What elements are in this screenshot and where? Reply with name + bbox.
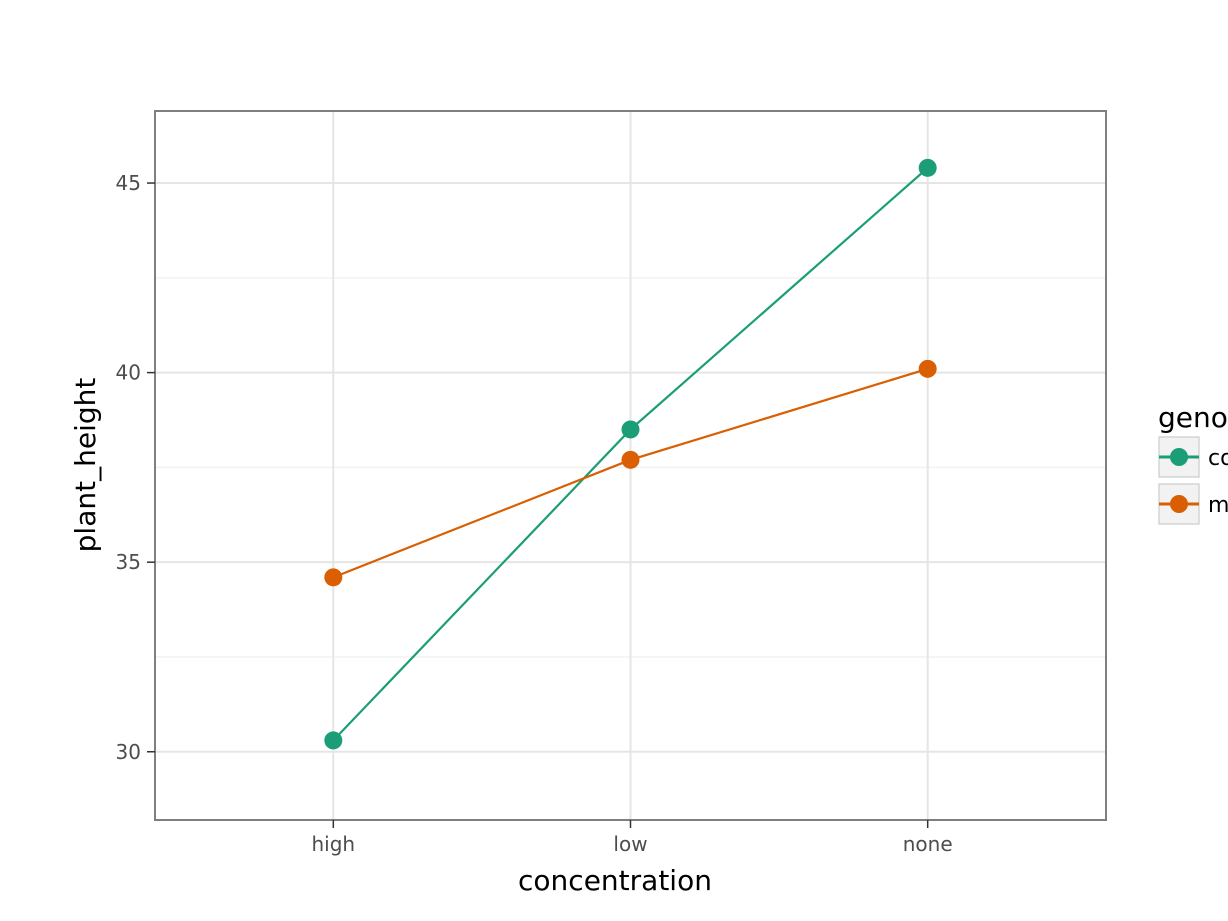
- data-point: [324, 731, 343, 750]
- x-tick-label: high: [312, 832, 356, 856]
- data-point: [918, 359, 937, 378]
- x-axis-ticks: high low none: [312, 820, 953, 856]
- y-axis-title: plant_height: [69, 378, 102, 553]
- y-tick-label: 45: [116, 171, 141, 195]
- data-point: [918, 158, 937, 177]
- legend-key-point: [1170, 495, 1188, 513]
- legend-label: co: [1208, 446, 1228, 471]
- x-axis-title: concentration: [518, 864, 712, 897]
- x-tick-label: low: [613, 832, 647, 856]
- legend-title: geno: [1158, 401, 1228, 434]
- y-axis-ticks: 30 35 40 45: [116, 171, 155, 764]
- y-tick-label: 40: [116, 361, 141, 385]
- data-point: [621, 450, 640, 469]
- series-layer: [324, 158, 937, 750]
- data-point: [324, 568, 343, 587]
- legend-label: m: [1208, 493, 1228, 518]
- legend-key-point: [1170, 448, 1188, 466]
- y-tick-label: 30: [116, 740, 141, 764]
- legend-entries: co m: [1158, 436, 1228, 525]
- y-tick-label: 35: [116, 550, 141, 574]
- legend: geno co m: [1158, 401, 1228, 525]
- grid-lines: [155, 111, 1106, 820]
- data-point: [621, 420, 640, 439]
- x-tick-label: none: [903, 832, 953, 856]
